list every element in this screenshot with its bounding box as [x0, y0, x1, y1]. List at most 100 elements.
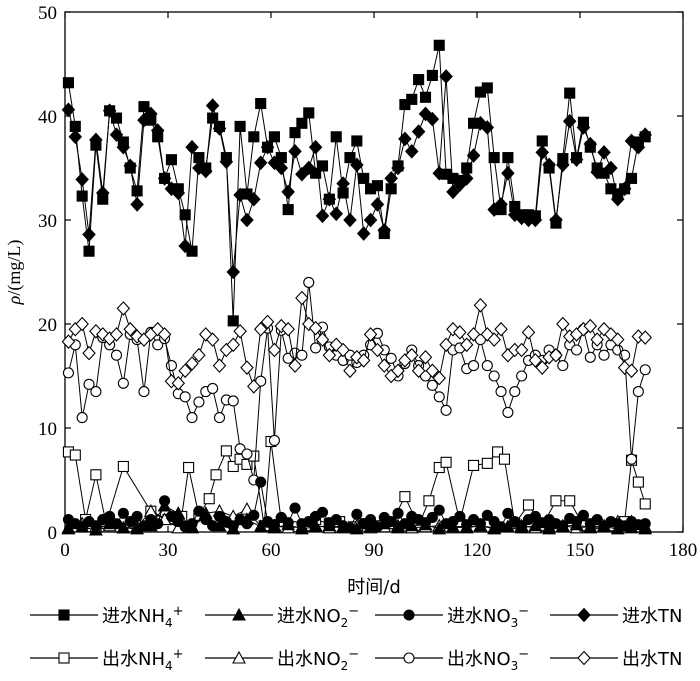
- data-point: [556, 157, 570, 173]
- series-line: [67, 45, 646, 321]
- legend-marker: [577, 607, 591, 623]
- data-point: [193, 396, 205, 408]
- data-point: [474, 518, 486, 530]
- legend-marker: [403, 652, 415, 664]
- data-point: [639, 364, 651, 376]
- data-point: [315, 332, 330, 347]
- data-point: [157, 171, 172, 186]
- data-point: [281, 321, 295, 337]
- data-point: [488, 152, 500, 164]
- data-point: [178, 238, 192, 254]
- data-point: [377, 223, 392, 238]
- data-point: [289, 502, 301, 514]
- data-point: [392, 507, 404, 519]
- data-point: [248, 509, 260, 521]
- data-point: [370, 342, 385, 358]
- data-point: [253, 519, 268, 533]
- data-point: [233, 187, 247, 203]
- data-point: [200, 513, 212, 526]
- data-point: [631, 139, 646, 155]
- data-point: [351, 135, 363, 147]
- data-point: [419, 91, 432, 103]
- data-point: [90, 386, 102, 398]
- x-tick-label: 90: [365, 540, 384, 561]
- data-point: [274, 160, 289, 176]
- legend-item: 出水TN: [550, 649, 682, 670]
- data-point: [193, 505, 205, 517]
- data-point: [253, 155, 268, 171]
- legend-item: 出水NO2−: [205, 647, 359, 673]
- data-point: [351, 508, 363, 520]
- data-point: [639, 498, 651, 510]
- data-point: [466, 327, 481, 342]
- data-point: [440, 456, 452, 468]
- data-point: [199, 163, 213, 179]
- data-point: [365, 513, 377, 526]
- data-point: [459, 171, 474, 186]
- data-point: [62, 77, 74, 89]
- data-point: [234, 120, 246, 132]
- legend-item: 进水NH4+: [30, 604, 184, 630]
- data-point: [632, 476, 644, 488]
- data-point: [152, 339, 164, 351]
- data-point: [186, 412, 198, 424]
- data-point: [583, 136, 598, 152]
- data-point: [556, 316, 570, 332]
- data-point: [212, 121, 227, 136]
- data-point: [227, 460, 239, 473]
- data-point: [96, 185, 110, 201]
- data-point: [557, 360, 569, 372]
- data-point: [529, 510, 541, 522]
- legend-marker: [577, 650, 591, 666]
- data-point: [625, 453, 638, 465]
- data-point: [90, 520, 102, 532]
- data-point: [557, 520, 569, 532]
- data-point: [611, 191, 625, 207]
- data-point: [391, 363, 405, 379]
- data-point: [542, 521, 557, 535]
- data-point: [205, 98, 220, 113]
- data-point: [117, 507, 129, 519]
- data-point: [611, 332, 625, 347]
- data-point: [564, 495, 576, 507]
- data-point: [281, 184, 295, 200]
- data-point: [350, 157, 364, 173]
- legend-marker: [232, 650, 246, 664]
- data-point: [288, 358, 302, 373]
- legend-marker: [58, 609, 70, 621]
- series-3: [62, 476, 651, 534]
- data-point: [186, 518, 198, 530]
- data-point: [336, 176, 350, 191]
- data-point: [83, 378, 95, 390]
- data-point: [453, 325, 467, 340]
- data-point: [425, 363, 440, 379]
- data-point: [549, 347, 563, 363]
- data-point: [227, 315, 239, 327]
- data-point: [356, 353, 371, 368]
- data-point: [268, 131, 280, 143]
- data-point: [138, 520, 150, 532]
- data-point: [220, 445, 232, 457]
- data-point: [130, 197, 144, 212]
- data-point: [219, 154, 234, 170]
- data-point: [590, 332, 604, 347]
- data-point: [185, 356, 199, 371]
- data-point: [639, 518, 651, 530]
- data-point: [439, 337, 453, 353]
- data-point: [316, 160, 329, 172]
- data-point: [296, 349, 308, 361]
- data-point: [638, 330, 652, 345]
- data-point: [411, 363, 426, 379]
- data-point: [492, 446, 504, 458]
- legend-item: 进水TN: [550, 606, 682, 627]
- data-point: [502, 152, 514, 164]
- data-point: [227, 520, 239, 532]
- data-point: [322, 347, 337, 363]
- data-point: [282, 517, 294, 529]
- data-point: [192, 347, 206, 363]
- data-point: [110, 518, 123, 530]
- data-point: [501, 165, 515, 181]
- data-point: [371, 521, 383, 533]
- legend-label: 进水NH4+: [102, 604, 184, 630]
- data-point: [495, 386, 507, 398]
